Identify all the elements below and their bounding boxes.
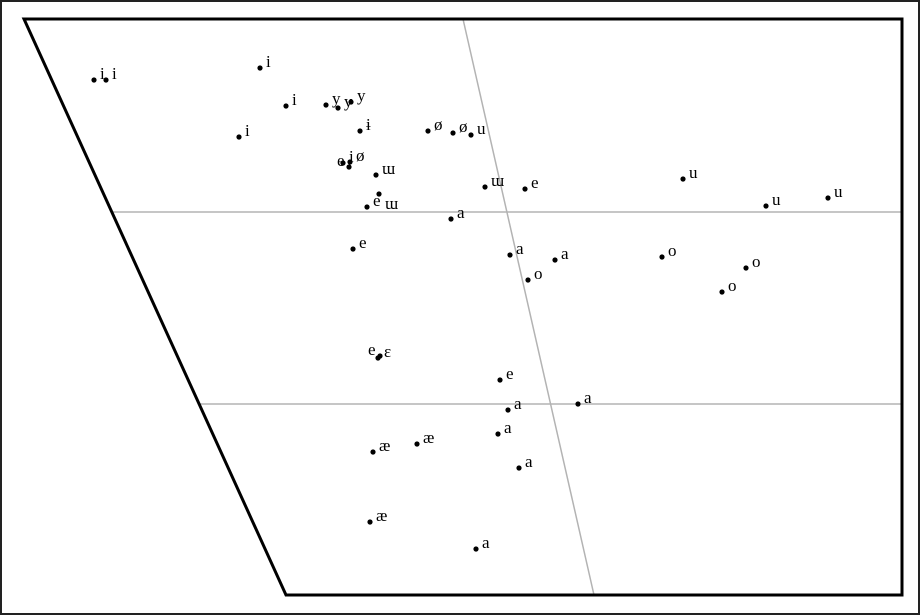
vowel-label: a (516, 239, 524, 258)
vowel-label: æ (376, 506, 387, 525)
vowel-point (468, 132, 474, 138)
vowel-point (719, 289, 725, 295)
vowel-point (575, 401, 581, 407)
vowel-label: ɨ (366, 115, 371, 134)
vowel-point (340, 160, 346, 166)
vowel-label: u (689, 163, 698, 182)
vowel-point (414, 441, 420, 447)
vowel-label: e (373, 191, 381, 210)
grid-vertical (462, 18, 595, 596)
vowel-label: ɯ (491, 171, 504, 190)
vowel-point (348, 99, 354, 105)
vowel-point (370, 449, 376, 455)
vowel-point (367, 519, 373, 525)
vowel-point (525, 277, 531, 283)
vowel-label: a (561, 244, 569, 263)
vowel-label: o (752, 252, 761, 271)
vowel-point (552, 257, 558, 263)
vowel-point (505, 407, 511, 413)
vowel-label: e (337, 151, 345, 170)
vowel-point (507, 252, 513, 258)
vowel-label: ɯ (385, 194, 398, 213)
vowel-point (103, 77, 109, 83)
vowel-label: æ (379, 436, 390, 455)
vowel-label: ø (459, 117, 468, 136)
vowel-point (236, 134, 242, 140)
vowel-point (346, 164, 352, 170)
vowel-point (763, 203, 769, 209)
vowel-label: a (504, 418, 512, 437)
vowel-label: y (332, 89, 341, 108)
vowel-label: u (772, 190, 781, 209)
vowel-point (357, 128, 363, 134)
vowel-label: o (534, 264, 543, 283)
vowel-point (425, 128, 431, 134)
vowel-point (91, 77, 97, 83)
vowel-point (482, 184, 488, 190)
vowel-label: ɯ (382, 159, 395, 178)
vowel-point (350, 246, 356, 252)
vowel-label: i (266, 52, 271, 71)
vowel-point (373, 172, 379, 178)
vowel-label: y (357, 86, 366, 105)
vowel-point (680, 176, 686, 182)
vowel-point (659, 254, 665, 260)
vowel-point (377, 353, 383, 359)
vowel-label: a (514, 394, 522, 413)
vowel-label: ø (434, 115, 443, 134)
vowel-point (495, 431, 501, 437)
vowel-point (522, 186, 528, 192)
vowel-point (323, 102, 329, 108)
vowel-label: a (457, 203, 465, 222)
vowel-label: i (349, 147, 354, 166)
vowel-point (450, 130, 456, 136)
vowel-label: i (292, 90, 297, 109)
vowel-label: o (728, 276, 737, 295)
vowel-point (516, 465, 522, 471)
vowel-point (347, 159, 353, 165)
vowel-label: i (112, 64, 117, 83)
vowel-point (473, 546, 479, 552)
vowel-label: a (525, 452, 533, 471)
vowel-label: e (506, 364, 514, 383)
vowel-point (283, 103, 289, 109)
vowel-point (448, 216, 454, 222)
vowel-point (743, 265, 749, 271)
vowel-label: i (245, 121, 250, 140)
vowel-label: u (477, 119, 486, 138)
vowel-label: e (368, 340, 376, 359)
vowel-trapezoid (21, 17, 904, 597)
vowel-label: a (584, 388, 592, 407)
vowel-label: ɛ (384, 342, 391, 361)
vowel-point (257, 65, 263, 71)
vowel-label: a (482, 533, 490, 552)
vowel-point (335, 105, 341, 111)
vowel-label: e (531, 173, 539, 192)
vowel-point (497, 377, 503, 383)
vowel-label: ø (356, 146, 365, 165)
vowel-point (364, 204, 370, 210)
vowel-label: e (359, 233, 367, 252)
vowel-label: i (100, 64, 105, 83)
vowel-label: o (668, 241, 677, 260)
vowel-label: æ (423, 428, 434, 447)
vowel-label: u (834, 182, 843, 201)
vowel-point (825, 195, 831, 201)
vowel-point (376, 191, 382, 197)
